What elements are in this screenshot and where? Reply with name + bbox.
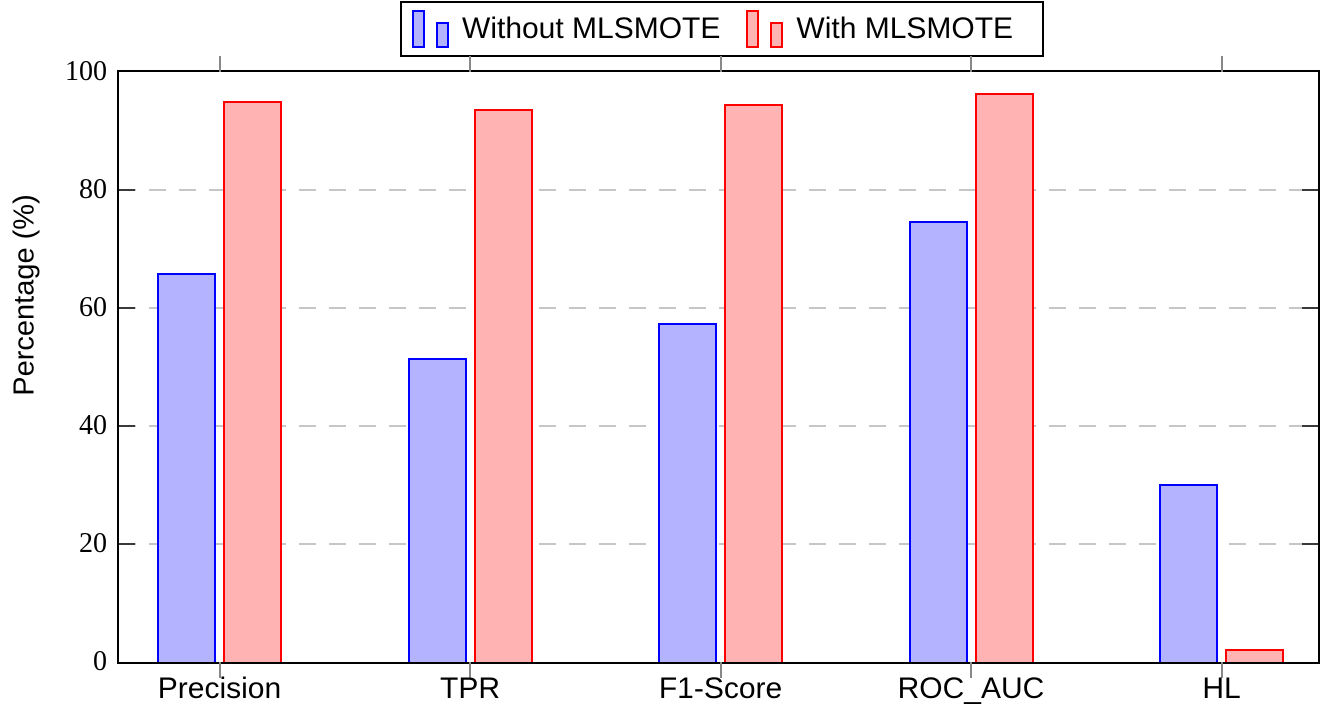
legend-bar-icon [746, 10, 760, 48]
legend-bar-icon [436, 22, 449, 48]
bar-with-mlsmote-roc-auc [974, 93, 1034, 662]
category-tick-f1-score [719, 662, 722, 678]
category-label-precision: Precision [157, 672, 282, 705]
gridline-60 [119, 307, 1318, 309]
category-tick-hl [1220, 662, 1223, 678]
plot-area [119, 72, 1318, 662]
bar-with-mlsmote-f1-score [724, 103, 783, 662]
bar-without-mlsmote-tpr [407, 358, 467, 662]
category-tick-tpr [469, 662, 471, 678]
y-tick-label-60: 60 [79, 292, 107, 323]
legend-swatch-without-mlsmote-icon [412, 10, 449, 48]
legend-item-with-mlsmote: With MLSMOTE [746, 10, 1013, 48]
legend-label-with-mlsmote: With MLSMOTE [796, 12, 1014, 45]
legend-item-without-mlsmote: Without MLSMOTE [412, 10, 720, 48]
legend-label-without-mlsmote: Without MLSMOTE [462, 12, 721, 45]
y-tick-label-20: 20 [79, 528, 107, 559]
bar-without-mlsmote-f1-score [658, 322, 717, 662]
y-tick-label-100: 100 [65, 56, 107, 87]
gridline-40 [119, 425, 1318, 427]
bar-with-mlsmote-hl [1225, 649, 1284, 662]
bar-without-mlsmote-precision [157, 273, 216, 662]
legend: Without MLSMOTE With MLSMOTE [400, 1, 1044, 57]
bar-with-mlsmote-precision [223, 100, 282, 662]
y-tick-mark [1302, 189, 1318, 191]
gridline-20 [119, 543, 1318, 545]
y-tick-label-80: 80 [79, 174, 107, 205]
category-label-tpr: TPR [440, 672, 500, 705]
category-label-roc-auc: ROC_AUC [897, 672, 1045, 705]
y-tick-label-0: 0 [93, 646, 107, 677]
bar-without-mlsmote-roc-auc [908, 221, 968, 662]
bar-with-mlsmote-tpr [473, 109, 533, 662]
legend-swatch-with-mlsmote-icon [746, 10, 784, 48]
y-tick-mark [119, 543, 135, 545]
legend-bar-icon [412, 10, 425, 48]
gridline-80 [119, 189, 1318, 191]
y-tick-mark [1302, 425, 1318, 427]
category-tick-precision [218, 56, 221, 72]
category-label-f1-score: F1-Score [658, 672, 783, 705]
legend-bar-icon [770, 22, 784, 48]
y-tick-mark [119, 307, 135, 309]
category-tick-roc-auc [970, 56, 972, 72]
category-tick-f1-score [719, 56, 722, 72]
bar-without-mlsmote-hl [1159, 483, 1218, 662]
y-tick-label-40: 40 [79, 410, 107, 441]
category-label-hl: HL [1202, 672, 1241, 705]
y-tick-mark [1302, 543, 1318, 545]
y-tick-mark [119, 425, 135, 427]
category-tick-precision [218, 662, 221, 678]
y-tick-mark [1302, 307, 1318, 309]
y-tick-mark [119, 189, 135, 191]
category-tick-tpr [469, 56, 471, 72]
category-tick-roc-auc [970, 662, 972, 678]
category-tick-hl [1220, 56, 1223, 72]
